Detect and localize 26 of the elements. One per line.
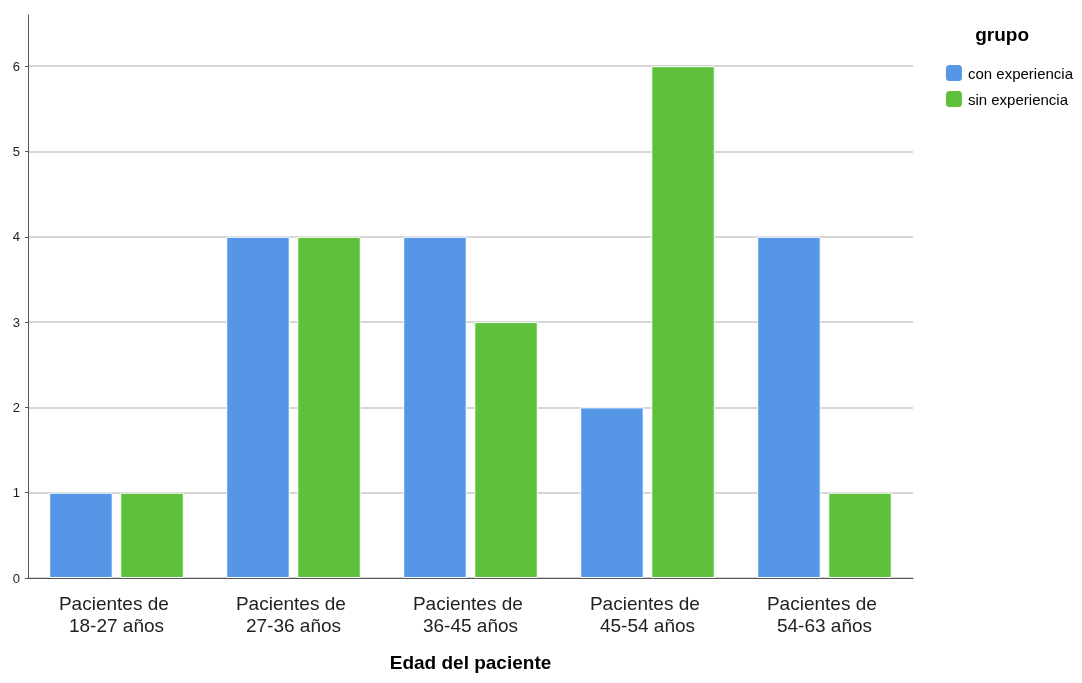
y-tick-label: 4: [12, 229, 20, 245]
y-tick-label: 0: [12, 570, 20, 586]
legend-title: grupo: [975, 24, 1030, 45]
bar: [828, 492, 892, 578]
bar: [403, 236, 467, 578]
x-tick-label: Pacientes de 54-63 años: [766, 592, 883, 636]
x-tick-label: Pacientes de 27-36 años: [235, 592, 352, 636]
bar: [226, 236, 290, 578]
y-tick-label: 1: [12, 485, 20, 501]
y-tick-label: 3: [12, 314, 20, 330]
bar: [580, 407, 644, 578]
bar: [297, 236, 361, 578]
bar: [120, 492, 184, 578]
y-tick-label: 6: [12, 58, 20, 74]
y-tick-label: 2: [12, 399, 20, 415]
x-tick-label: Pacientes de 36-45 años: [412, 592, 529, 636]
bar: [474, 322, 538, 578]
y-tick-label: 5: [12, 143, 20, 159]
bar: [651, 66, 715, 578]
legend-label: sin experiencia: [967, 90, 1069, 108]
x-tick-label: Pacientes de 18-27 años: [58, 592, 175, 636]
x-tick-label: Pacientes de 45-54 años: [589, 592, 706, 636]
bar: [49, 492, 113, 578]
bar: [757, 236, 821, 578]
x-axis-title: Edad del paciente: [389, 652, 552, 673]
legend-label: con experiencia: [967, 64, 1074, 82]
